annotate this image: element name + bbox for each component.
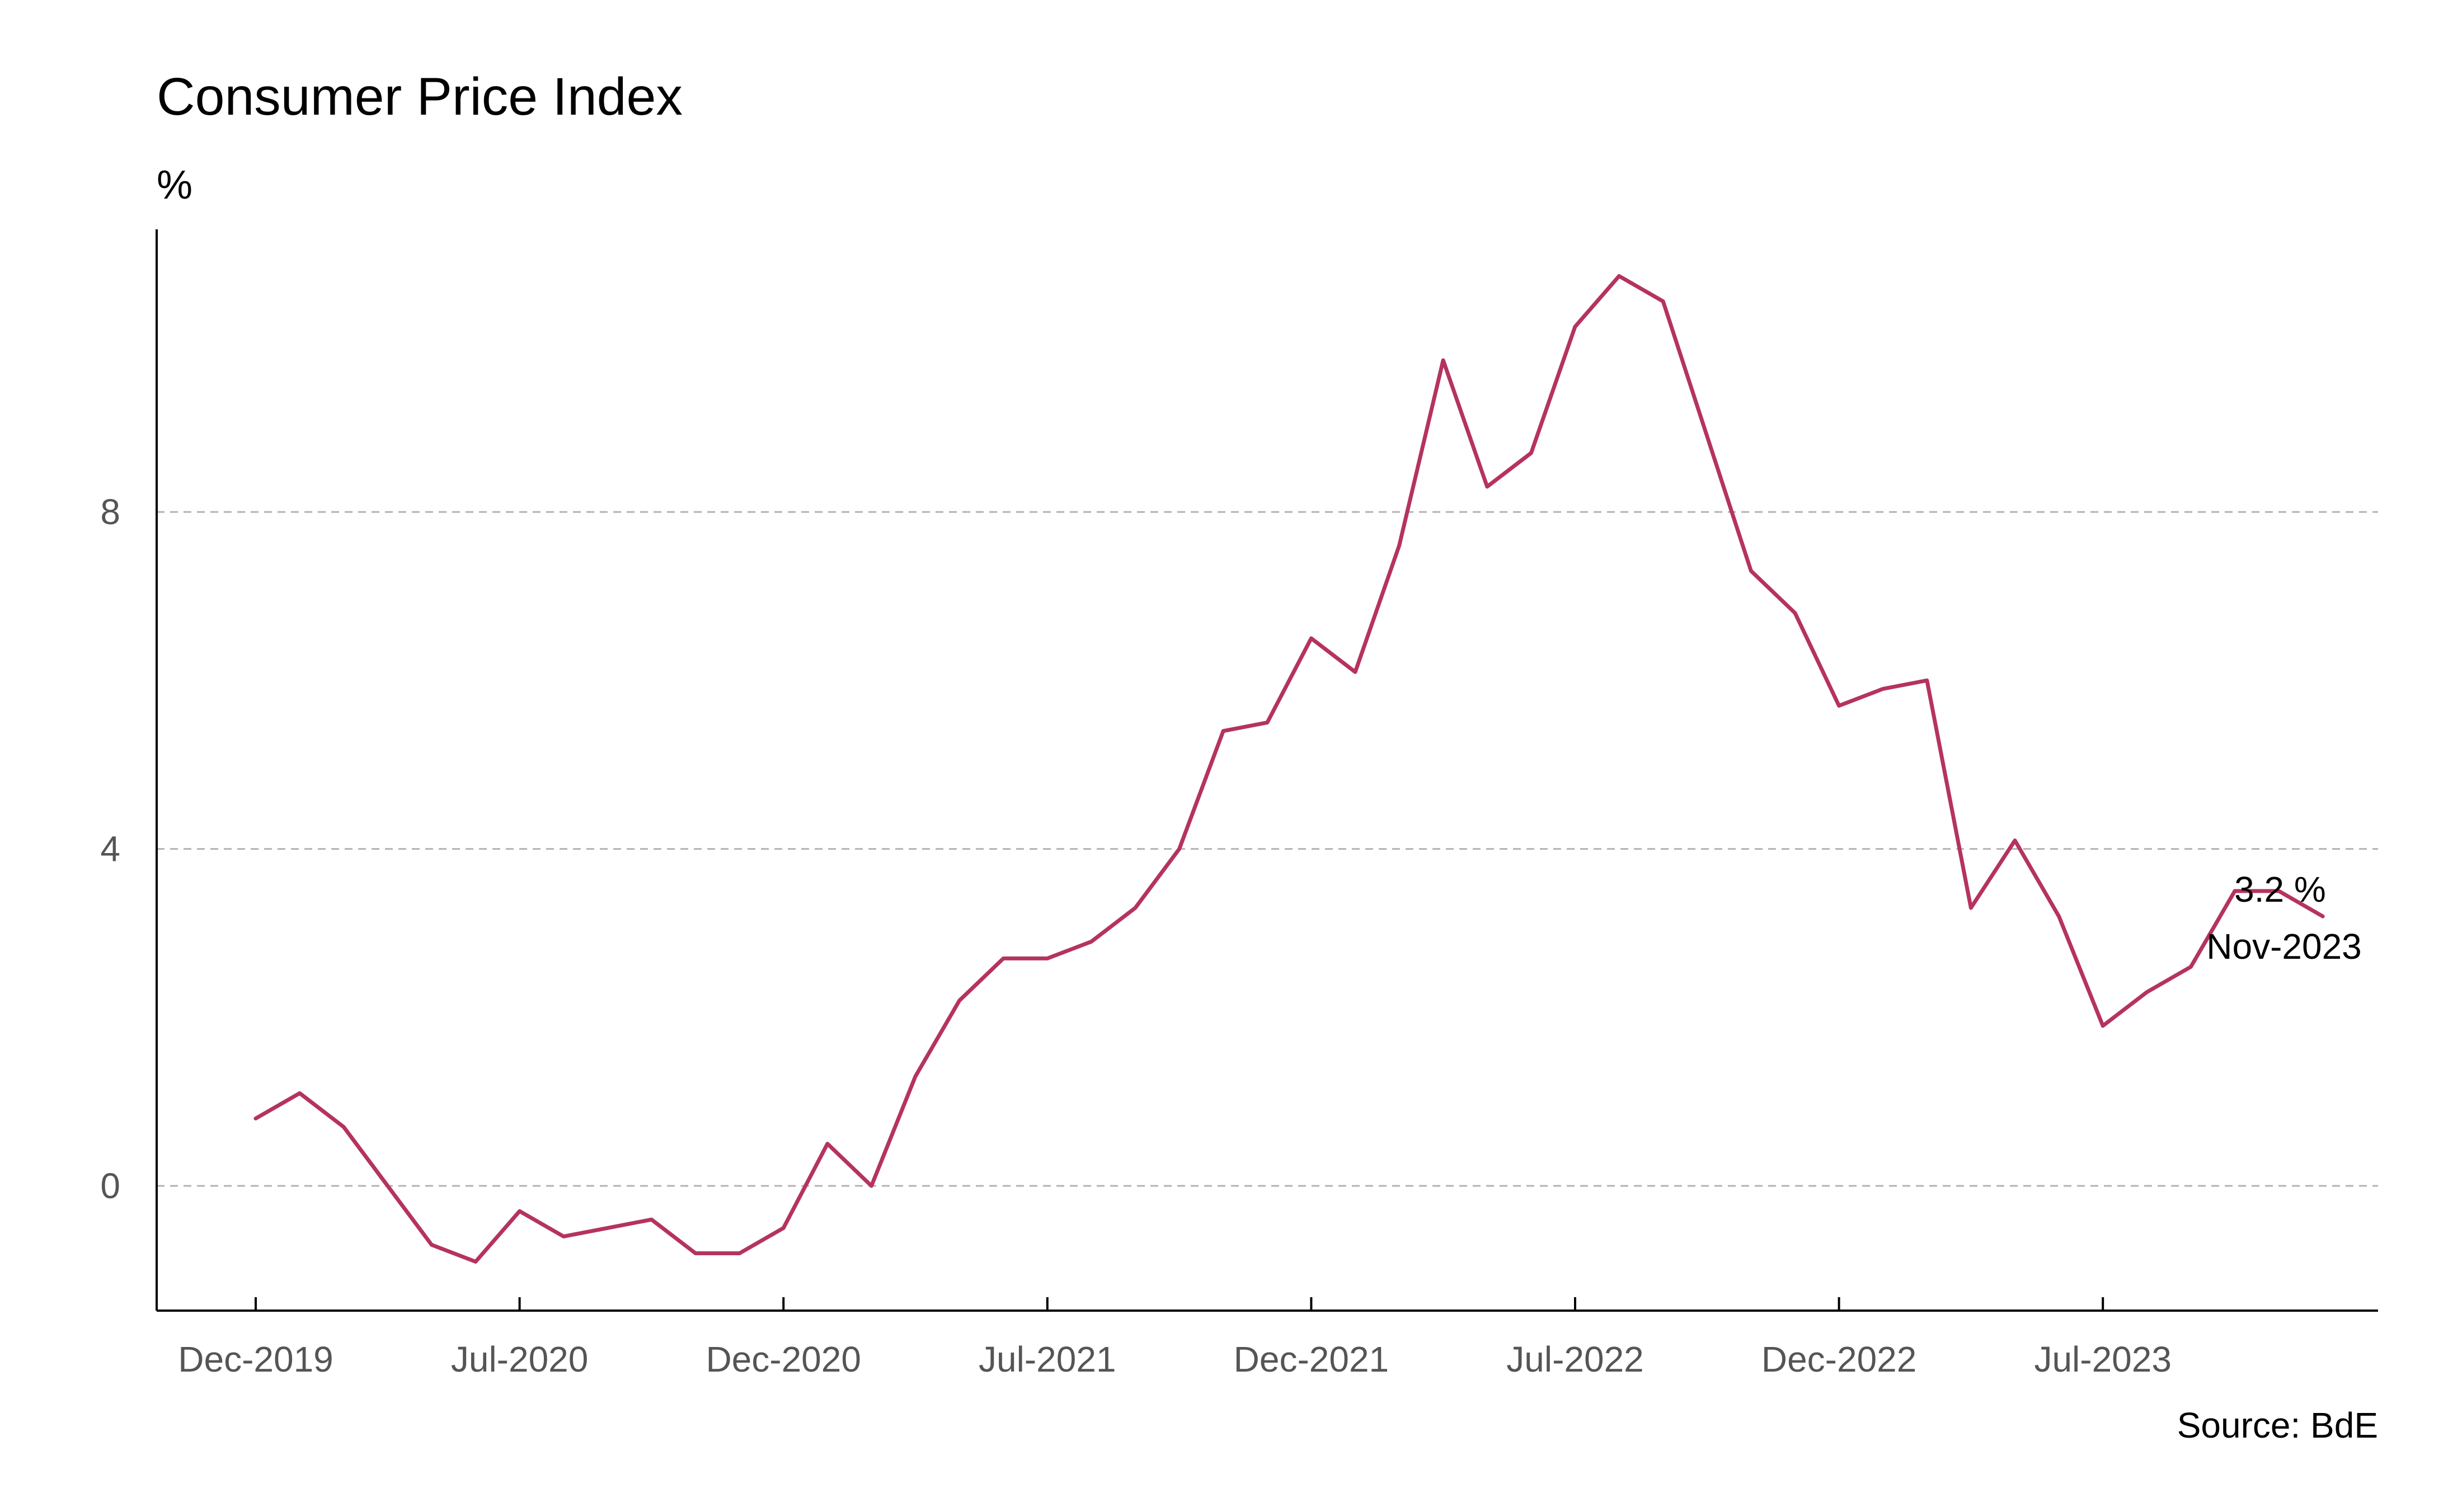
axes bbox=[156, 229, 2378, 1312]
x-tick-label-Jul-2022: Jul-2022 bbox=[1506, 1339, 1644, 1379]
x-tick-label-Dec-2019: Dec-2019 bbox=[178, 1339, 333, 1379]
chart-title: Consumer Price Index bbox=[157, 67, 683, 126]
y-tick-label-4: 4 bbox=[100, 829, 120, 869]
x-tick-label-Jul-2021: Jul-2021 bbox=[979, 1339, 1116, 1379]
annotation-value: 3.2 % bbox=[2234, 869, 2326, 910]
x-tick-label-Dec-2020: Dec-2020 bbox=[706, 1339, 861, 1379]
x-tick-label-Jul-2023: Jul-2023 bbox=[2034, 1339, 2172, 1379]
source-note: Source: BdE bbox=[2177, 1405, 2378, 1445]
series-layer bbox=[253, 274, 2325, 1264]
x-tick-label-Dec-2022: Dec-2022 bbox=[1761, 1339, 1917, 1379]
y-tick-label-8: 8 bbox=[100, 492, 120, 532]
y-axis-unit: % bbox=[157, 163, 192, 208]
y-tick-label-0: 0 bbox=[100, 1166, 120, 1206]
cpi-series-line bbox=[253, 274, 2325, 1264]
annotation-date: Nov-2023 bbox=[2206, 926, 2362, 967]
gridlines bbox=[157, 511, 2378, 1187]
x-tick-label-Dec-2021: Dec-2021 bbox=[1234, 1339, 1389, 1379]
y-tick-labels: 0 4 8 bbox=[100, 492, 120, 1206]
end-annotation: 3.2 % Nov-2023 bbox=[2206, 869, 2362, 967]
x-tick-label-Jul-2020: Jul-2020 bbox=[451, 1339, 589, 1379]
x-ticks: Dec-2019 Jul-2020 Dec-2020 Jul-2021 Dec-2021… bbox=[178, 1297, 2172, 1379]
